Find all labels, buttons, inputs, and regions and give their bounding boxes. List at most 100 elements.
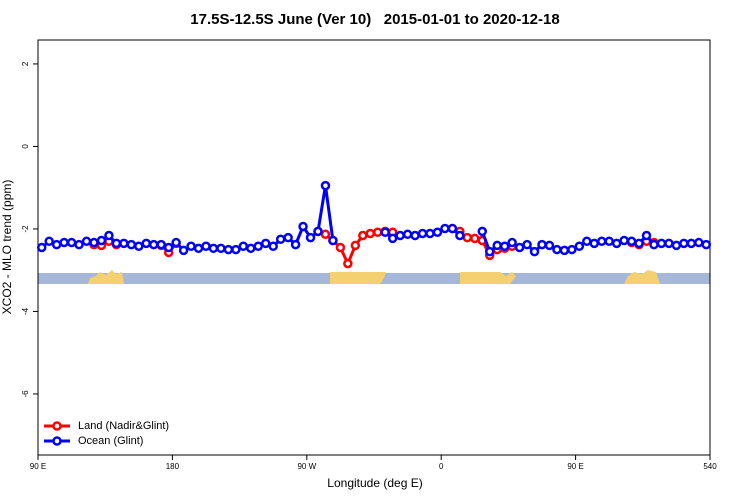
data-point	[148, 239, 159, 250]
x-tick-label: 0	[439, 462, 444, 471]
data-point	[626, 236, 637, 247]
data-point	[679, 238, 689, 249]
data-point	[537, 239, 547, 250]
x-tick-label: 90 E	[567, 462, 583, 471]
data-point	[656, 238, 667, 249]
data-point	[484, 246, 495, 257]
data-point	[649, 239, 659, 250]
data-point	[402, 229, 413, 240]
data-point	[582, 236, 592, 247]
y-tick-label: 2	[21, 61, 30, 66]
y-tick-label: -4	[21, 307, 30, 315]
data-point	[499, 241, 510, 252]
data-point	[223, 244, 234, 255]
data-point	[74, 239, 84, 250]
x-tick-label: 90 W	[297, 462, 316, 471]
data-point	[664, 238, 674, 249]
data-point	[313, 226, 323, 237]
data-point	[238, 241, 249, 252]
data-point	[559, 245, 570, 256]
data-point	[283, 232, 293, 243]
data-point	[193, 243, 204, 254]
mask-land	[330, 272, 386, 284]
data-point	[470, 233, 480, 244]
data-point	[305, 232, 316, 243]
data-point	[634, 238, 644, 249]
data-point	[44, 236, 54, 247]
data-point	[387, 233, 398, 244]
data-point	[320, 180, 331, 191]
data-point	[36, 242, 47, 253]
data-point	[425, 228, 435, 239]
data-point	[335, 242, 346, 253]
y-tick-label: -2	[21, 225, 30, 233]
data-point	[567, 244, 577, 255]
data-point	[163, 242, 174, 253]
data-point	[514, 242, 525, 253]
data-point	[298, 221, 308, 232]
data-point	[529, 246, 540, 257]
data-point	[492, 240, 502, 251]
data-point	[395, 230, 405, 241]
data-point	[686, 238, 697, 249]
legend-marker	[52, 421, 62, 431]
data-point	[216, 243, 226, 254]
data-point	[694, 237, 704, 248]
data-point	[544, 240, 555, 251]
x-tick-label: 180	[166, 462, 180, 471]
data-point	[126, 239, 137, 250]
data-point	[417, 228, 428, 239]
data-point	[462, 232, 473, 243]
data-point	[66, 237, 77, 248]
data-point	[260, 238, 271, 249]
land-mask	[38, 270, 710, 284]
mask-land	[88, 270, 124, 284]
data-point	[641, 230, 652, 241]
data-point	[208, 243, 219, 254]
data-point	[141, 238, 152, 249]
data-point	[156, 239, 166, 250]
data-point	[574, 241, 585, 252]
data-point	[507, 237, 517, 248]
data-point	[619, 235, 629, 246]
data-point	[201, 241, 211, 252]
data-point	[358, 230, 368, 241]
x-axis-label: Longitude (deg E)	[327, 476, 422, 490]
data-point	[455, 230, 465, 241]
data-point	[320, 229, 331, 240]
data-point	[51, 239, 62, 250]
y-axis-label: XCO2 - MLO trend (ppm)	[0, 180, 14, 315]
data-point	[59, 237, 69, 248]
data-point	[246, 243, 256, 254]
x-tick-label: 90 E	[30, 462, 46, 471]
data-point	[477, 226, 488, 237]
data-point	[522, 239, 532, 250]
data-point	[89, 237, 99, 248]
data-point	[671, 240, 682, 251]
data-point	[171, 237, 181, 248]
data-point	[178, 245, 189, 256]
mask-land	[624, 270, 660, 284]
data-point	[253, 241, 264, 252]
data-point	[111, 238, 122, 249]
data-point	[290, 239, 301, 250]
data-point	[134, 241, 144, 252]
data-point	[372, 227, 383, 237]
data-point	[81, 236, 92, 247]
data-point	[343, 258, 353, 269]
x-tick-label: 540	[703, 462, 717, 471]
data-point	[447, 223, 458, 234]
data-point	[410, 230, 420, 241]
data-point	[275, 234, 286, 244]
legend-label: Ocean (Glint)	[78, 435, 143, 447]
data-point	[96, 235, 107, 246]
data-point	[701, 239, 712, 250]
data-point	[268, 241, 278, 252]
y-tick-label: 0	[21, 144, 30, 149]
data-point	[231, 244, 241, 255]
mask-land	[460, 272, 516, 284]
data-point	[365, 228, 376, 239]
legend-label: Land (Nadir&Glint)	[78, 420, 169, 432]
data-point	[440, 223, 450, 234]
